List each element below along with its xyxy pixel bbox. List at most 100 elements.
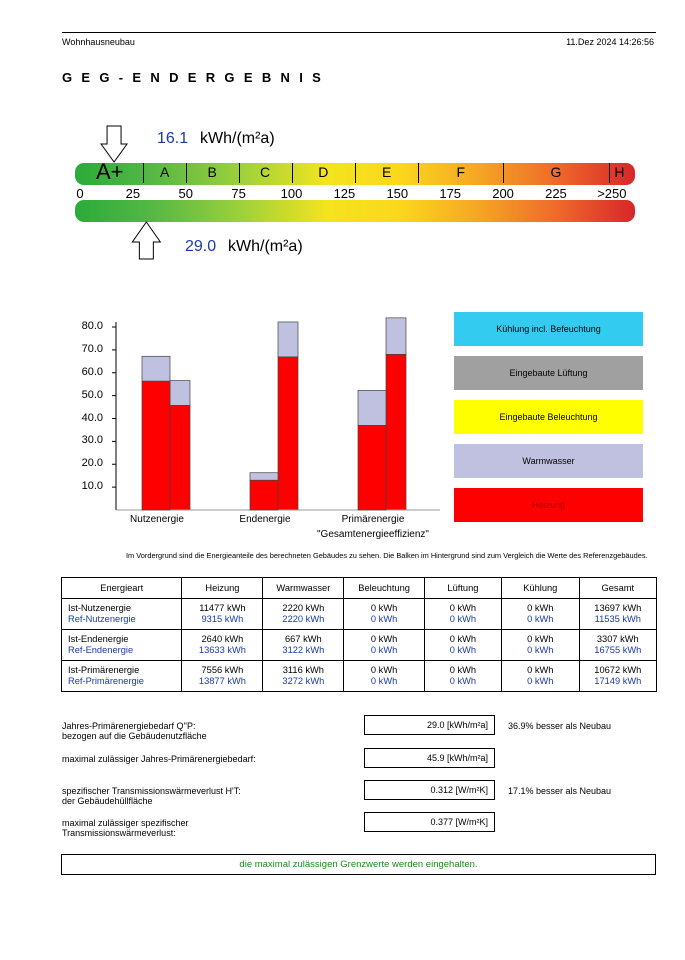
table-cell: 3116 kWh 3272 kWh	[262, 660, 345, 692]
energy-class-c: C	[260, 164, 271, 180]
ref-value: 9315 kWh	[201, 614, 244, 624]
table-cell: 2640 kWh 13633 kWh	[181, 629, 264, 661]
table-header-cell: Lüftung	[423, 577, 502, 599]
energy-class-separator	[503, 163, 505, 183]
table-cell: 7556 kWh 13877 kWh	[181, 660, 264, 692]
y-tick-label: 50.0	[81, 388, 103, 401]
ref-label: Ref-Nutzenergie	[68, 614, 136, 624]
table-row-label: Ist-Nutzenergie Ref-Nutzenergie	[60, 598, 183, 630]
ist-value: 0 kWh	[527, 665, 554, 675]
energy-class-f: F	[456, 164, 466, 180]
legend-entry: Kühlung incl. Befeuchtung	[454, 312, 643, 346]
primary-energy-value: 29.0	[185, 238, 217, 255]
table-cell: 0 kWh 0 kWh	[500, 629, 580, 661]
energy-table: Energieart Heizung Warmwasser Beleuchtung Lü…	[60, 577, 658, 692]
y-tick-label: 40.0	[81, 411, 103, 424]
table-cell: 0 kWh 0 kWh	[423, 660, 502, 692]
table-cell: 0 kWh 0 kWh	[343, 598, 425, 630]
table-cell: 0 kWh 0 kWh	[423, 598, 502, 630]
ref-value: 11535 kWh	[594, 614, 641, 624]
x-category-label: Primärenergie	[341, 514, 405, 525]
ist-value: 3116 kWh	[282, 665, 324, 675]
transmission-loss-label-line2: der Gebäudehüllfläche	[62, 796, 153, 806]
energy-class-separator	[608, 163, 610, 183]
ist-value: 2640 kWh	[201, 634, 244, 644]
table-header-cell: Energieart	[60, 577, 183, 599]
transmission-loss-label: spezifischer Transmissionswärmeverlust H…	[62, 786, 241, 806]
y-tick-label: 30.0	[81, 434, 103, 447]
table-header-cell: Gesamt	[578, 577, 658, 599]
ist-label: Ist-Endenergie	[68, 634, 129, 644]
header-rule	[62, 32, 656, 33]
energy-class-separator	[143, 163, 145, 183]
energy-scale-tick: 100	[280, 186, 303, 201]
ref-value: 0 kWh	[527, 676, 554, 686]
ref-heizung-bar	[277, 356, 299, 511]
legend-entry: Warmwasser	[454, 444, 643, 478]
ist-value: 10672 kWh	[594, 665, 642, 675]
y-tick-label: 80.0	[81, 320, 103, 332]
energy-bar-chart	[112, 317, 440, 511]
energy-class-separator	[418, 163, 420, 183]
legend-entry: Eingebaute Lüftung	[454, 356, 643, 390]
table-cell: 0 kWh 0 kWh	[500, 660, 580, 692]
energy-class-a: A	[159, 164, 170, 180]
ref-label: Ref-Primärenergie	[68, 676, 144, 686]
ref-value: 0 kWh	[449, 645, 477, 655]
ist-warmwasser-bar	[141, 355, 171, 382]
ist-value: 0 kWh	[370, 665, 398, 675]
max-transmission-loss-label-line1: maximal zulässiger spezifischer	[62, 818, 189, 828]
energy-class-b: B	[207, 164, 217, 180]
ref-value: 0 kWh	[527, 614, 554, 624]
table-cell: 10672 kWh 17149 kWh	[578, 660, 658, 692]
table-cell: 0 kWh 0 kWh	[343, 629, 425, 661]
table-row: Ist-Primärenergie Ref-Primärenergie 7556 k…	[60, 660, 658, 692]
y-tick-label: 10.0	[81, 480, 103, 493]
y-tick-label: 60.0	[81, 365, 103, 378]
ref-heizung-bar	[385, 354, 407, 511]
table-cell: 667 kWh 3122 kWh	[262, 629, 345, 661]
primary-band	[75, 200, 635, 222]
table-header-cell: Kühlung	[500, 577, 580, 599]
max-primary-demand-value: 45.9 [kWh/m²a]	[364, 748, 495, 768]
energy-class-separator	[238, 163, 240, 183]
energy-scale-tick: 125	[333, 186, 356, 201]
primary-demand-label-line2: bezogen auf die Gebäudenutzfläche	[62, 731, 207, 741]
transmission-loss-label-line1: spezifischer Transmissionswärmeverlust H…	[62, 786, 241, 796]
legend-entry: Eingebaute Beleuchtung	[454, 400, 643, 434]
ref-warmwasser-bar	[169, 380, 191, 406]
ref-value: 13633 kWh	[198, 645, 246, 655]
primary-demand-value: 29.0 [kWh/m²a]	[364, 715, 495, 735]
ref-value: 17149 kWh	[594, 676, 642, 686]
primary-demand-compare: 36.9% besser als Neubau	[508, 721, 612, 731]
ist-value: 3307 kWh	[596, 634, 639, 644]
y-tick-label: 70.0	[81, 342, 103, 355]
report-datetime: 11.Dez 2024 14:26:56	[566, 37, 654, 47]
ref-value: 0 kWh	[527, 645, 554, 655]
ist-value: 667 kWh	[285, 634, 322, 644]
end-energy-arrow-icon	[100, 125, 129, 163]
max-transmission-loss-value: 0.377 [W/m²K]	[364, 812, 495, 832]
ist-value: 7556 kWh	[201, 665, 244, 675]
transmission-loss-compare: 17.1% besser als Neubau	[508, 786, 612, 796]
energy-scale-tick: 50	[178, 186, 193, 201]
ref-value: 0 kWh	[370, 676, 398, 686]
energy-scale-tick: 75	[231, 186, 246, 201]
energy-scale-tick: 200	[492, 186, 514, 201]
ref-value: 0 kWh	[370, 614, 398, 624]
table-row: Ist-Endenergie Ref-Endenergie 2640 kWh 1363…	[60, 629, 658, 661]
max-transmission-loss-label-line2: Transmissionswärmeverlust:	[62, 828, 176, 838]
ist-value: 13697 kWh	[594, 603, 642, 613]
energy-scale-tick: 225	[545, 186, 567, 201]
ref-warmwasser-bar	[277, 321, 299, 358]
project-name: Wohnhausneubau	[62, 37, 135, 47]
energy-class-d: D	[318, 164, 329, 180]
primary-demand-label: Jahres-Primärenergiebedarf Q''P: bezogen…	[62, 721, 207, 741]
energy-class-e: E	[382, 164, 392, 180]
energy-scale-tick: 25	[125, 186, 141, 201]
max-primary-demand-label: maximal zulässiger Jahres-Primärenergieb…	[62, 754, 256, 764]
table-header-cell: Warmwasser	[262, 577, 345, 599]
max-transmission-loss-label: maximal zulässiger spezifischer Transmis…	[62, 818, 189, 838]
ref-value: 2220 kWh	[282, 614, 325, 624]
ref-warmwasser-bar	[385, 317, 407, 355]
